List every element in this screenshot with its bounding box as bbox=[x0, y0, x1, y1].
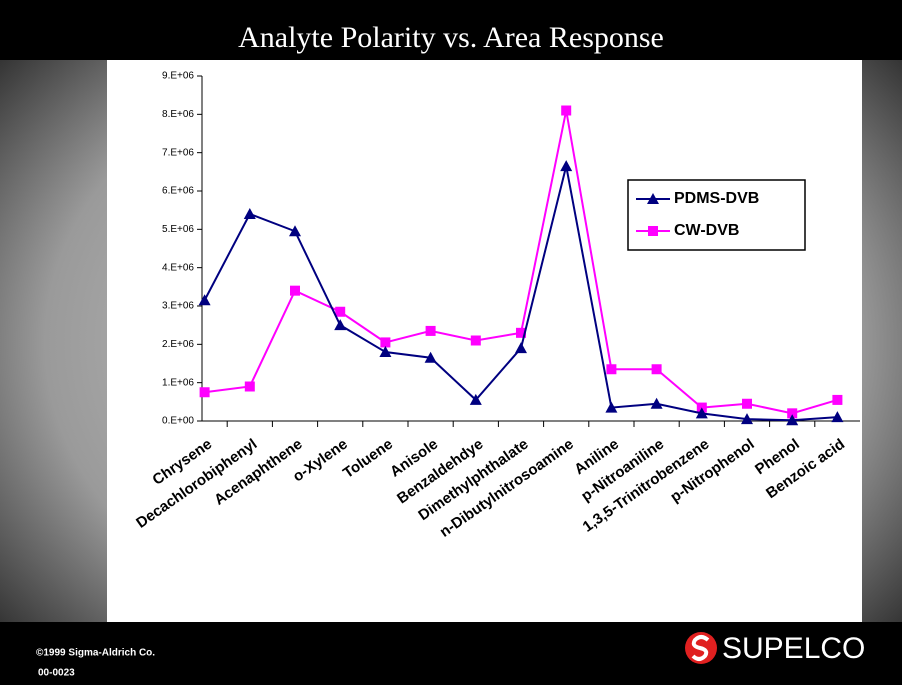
point bbox=[741, 413, 753, 425]
point bbox=[198, 294, 211, 306]
point bbox=[787, 408, 798, 419]
point bbox=[379, 346, 392, 357]
point bbox=[290, 285, 300, 296]
point bbox=[695, 407, 708, 419]
point bbox=[469, 393, 482, 405]
chart-panel bbox=[107, 60, 862, 622]
legend-label: CW-DVB bbox=[674, 222, 739, 239]
y-tick-label: 2.E+06 bbox=[162, 339, 194, 350]
point bbox=[470, 335, 481, 346]
legend-label: PDMS-DVB bbox=[674, 190, 759, 207]
chart-title: Analyte Polarity vs. Area Response bbox=[238, 21, 664, 54]
point bbox=[516, 327, 526, 338]
point bbox=[243, 208, 256, 219]
point bbox=[651, 364, 662, 375]
point bbox=[425, 325, 436, 336]
legend-box bbox=[627, 179, 806, 251]
y-tick-label: 6.E+06 bbox=[162, 186, 194, 197]
y-tick-label: 4.E+06 bbox=[162, 262, 194, 273]
point bbox=[606, 364, 617, 375]
point bbox=[650, 397, 663, 409]
point bbox=[335, 306, 346, 317]
point bbox=[515, 342, 527, 354]
y-tick-label: 9.E+06 bbox=[162, 71, 194, 82]
point bbox=[742, 398, 752, 409]
point bbox=[560, 160, 573, 172]
point bbox=[244, 381, 255, 392]
copyright: ©1999 Sigma-Aldrich Co. bbox=[36, 648, 155, 659]
point bbox=[334, 319, 347, 331]
point bbox=[289, 225, 301, 237]
y-tick-label: 7.E+06 bbox=[162, 147, 194, 158]
y-tick-label: 3.E+06 bbox=[162, 301, 194, 312]
y-tick-label: 1.E+06 bbox=[162, 377, 194, 388]
brand: SUPELCO bbox=[722, 632, 865, 665]
footer-band bbox=[0, 622, 902, 685]
point bbox=[832, 394, 843, 405]
title-band bbox=[0, 0, 902, 60]
point bbox=[786, 414, 799, 426]
y-tick-label: 5.E+06 bbox=[162, 224, 194, 235]
y-tick-label: 8.E+06 bbox=[162, 109, 194, 120]
point bbox=[380, 337, 391, 348]
point bbox=[831, 411, 844, 423]
code: 00-0023 bbox=[38, 668, 75, 679]
legend-marker bbox=[648, 226, 658, 236]
logo-s bbox=[691, 635, 710, 661]
y-tick-label: 0.E+00 bbox=[162, 416, 194, 427]
legend-marker bbox=[647, 193, 659, 204]
point bbox=[561, 105, 572, 116]
point bbox=[424, 351, 437, 363]
point bbox=[199, 387, 210, 398]
point bbox=[605, 401, 618, 413]
